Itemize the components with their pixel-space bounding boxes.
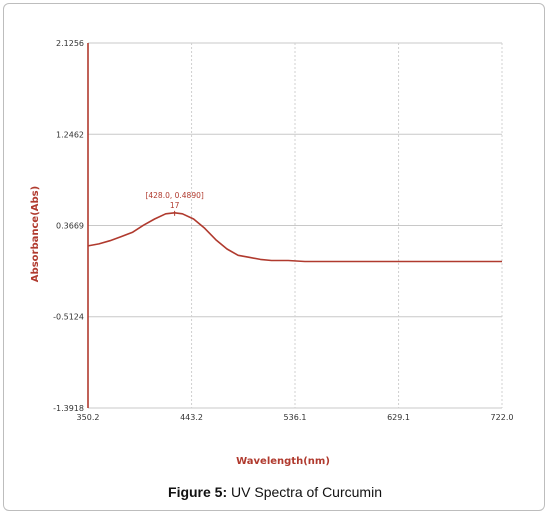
- figure-frame: [3, 3, 545, 511]
- x-axis-label: Wavelength(nm): [236, 456, 330, 467]
- spectrum-line-0: [87, 212, 502, 263]
- peak-index-label: 17: [170, 201, 180, 210]
- caption-label: Figure 5:: [168, 484, 228, 500]
- caption-text: UV Spectra of Curcumin: [227, 484, 382, 500]
- series-group: [87, 212, 502, 263]
- y-tick-label: -0.5124: [53, 313, 84, 322]
- x-tick-label: 536.1: [284, 413, 307, 422]
- x-tick-label: 350.2: [77, 413, 100, 422]
- y-tick-label: -1.3918: [53, 404, 84, 413]
- grid-lines: [88, 42, 503, 409]
- x-tick-label: 443.2: [180, 413, 203, 422]
- y-tick-label: 1.2462: [56, 130, 84, 139]
- peak-annotation-group: [428.0, 0.4890]17: [145, 191, 204, 216]
- figure-caption: Figure 5: UV Spectra of Curcumin: [0, 484, 550, 500]
- y-tick-label: 0.3669: [56, 222, 84, 231]
- x-tick-label: 629.1: [387, 413, 410, 422]
- x-tick-label: 722.0: [491, 413, 514, 422]
- y-axis-label: Absorbance(Abs): [30, 186, 41, 282]
- y-tick-label: 2.1256: [56, 39, 84, 48]
- peak-annotation: [428.0, 0.4890]: [145, 191, 203, 200]
